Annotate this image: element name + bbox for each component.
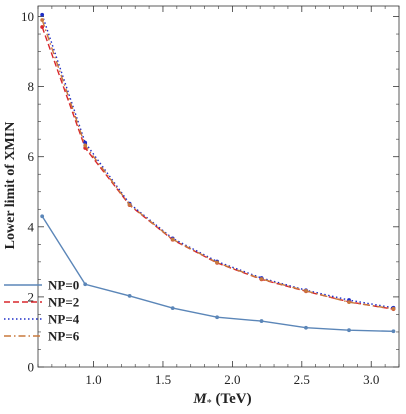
- data-point: [259, 319, 264, 323]
- x-tick-label: 2.0: [224, 372, 240, 387]
- y-tick-label: 6: [28, 149, 35, 164]
- data-point: [391, 329, 396, 334]
- data-point: [83, 143, 88, 148]
- data-point: [259, 277, 264, 281]
- data-point: [304, 289, 308, 293]
- x-tick-label: 1.5: [155, 372, 171, 387]
- y-tick-label: 0: [28, 360, 35, 375]
- legend-label: NP=2: [48, 295, 79, 310]
- data-point: [40, 18, 45, 22]
- data-point: [127, 293, 132, 298]
- x-axis-label: M* (TeV): [192, 391, 251, 409]
- x-tick-label: 2.5: [294, 372, 310, 387]
- series-np-0: [40, 214, 396, 334]
- data-point: [347, 300, 351, 305]
- data-point: [347, 328, 351, 333]
- y-tick-label: 4: [28, 219, 35, 234]
- data-point: [40, 214, 45, 219]
- data-point: [170, 306, 175, 311]
- data-point: [127, 202, 132, 207]
- y-tick-label: 8: [28, 79, 35, 94]
- series-line: [41, 14, 394, 309]
- legend-label: NP=0: [48, 278, 79, 293]
- x-tick-label: 3.0: [363, 372, 379, 387]
- series-layer: [40, 12, 396, 334]
- y-tick-label: 2: [28, 289, 35, 304]
- series-line: [41, 19, 394, 310]
- data-point: [83, 282, 88, 287]
- data-point: [391, 306, 396, 311]
- legend-label: NP=6: [48, 329, 80, 344]
- legend: NP=0 NP=2 NP=4 NP=6: [4, 278, 80, 344]
- data-point: [40, 12, 45, 17]
- data-point: [215, 315, 220, 320]
- data-point: [215, 260, 220, 265]
- data-point: [170, 237, 175, 242]
- axis-labels: M* (TeV) Lower limit of XMIN: [3, 122, 252, 409]
- y-tick-label: 10: [21, 9, 34, 24]
- data-point: [40, 25, 45, 29]
- y-axis-label: Lower limit of XMIN: [3, 122, 18, 250]
- axis-ticks: 1.0 1.5 2.0 2.5 3.0 0 2 4 6 8 10: [21, 6, 400, 387]
- series-np-6: [40, 18, 396, 311]
- x-tick-label: 1.0: [85, 372, 101, 387]
- data-point: [304, 325, 308, 330]
- legend-label: NP=4: [48, 312, 80, 327]
